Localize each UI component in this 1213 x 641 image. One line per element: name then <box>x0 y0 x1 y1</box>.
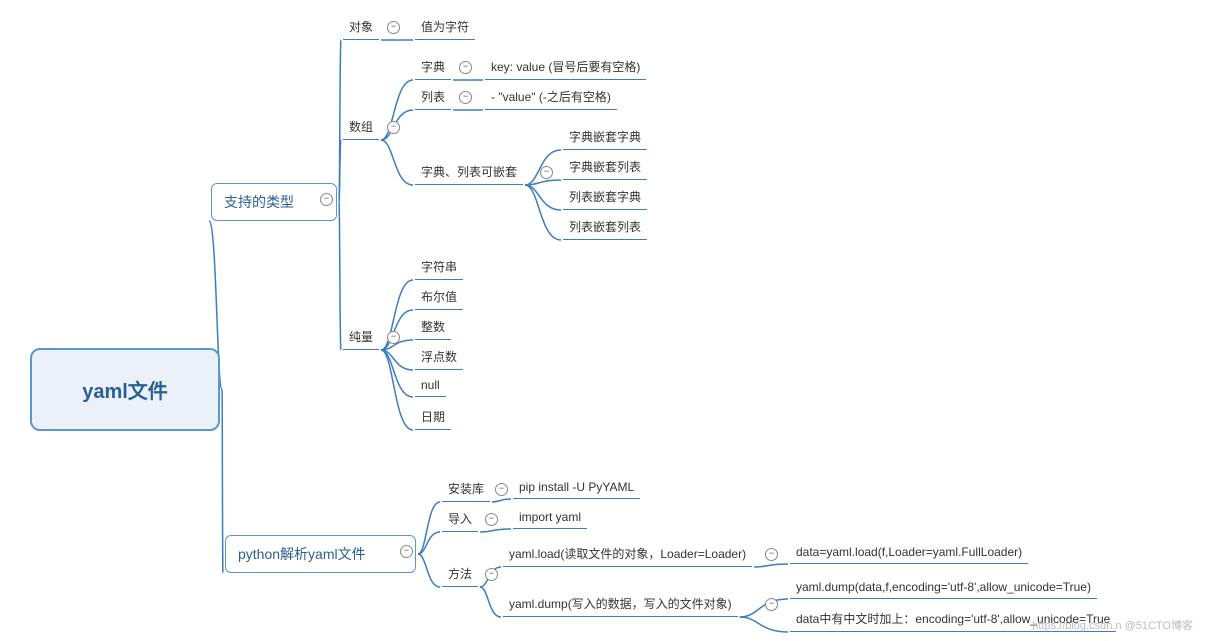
node-nest-ll: 列表嵌套列表 <box>563 216 647 240</box>
collapse-toggle-icon[interactable]: − <box>765 548 778 561</box>
collapse-toggle-icon[interactable]: − <box>495 483 508 496</box>
collapse-toggle-icon[interactable]: − <box>540 166 553 179</box>
node-python-parse[interactable]: python解析yaml文件 <box>225 535 416 573</box>
collapse-toggle-icon[interactable]: − <box>485 513 498 526</box>
node-yaml-dump[interactable]: yaml.dump(写入的数据，写入的文件对象) <box>503 593 738 617</box>
collapse-toggle-icon[interactable]: − <box>765 598 778 611</box>
collapse-toggle-icon[interactable]: − <box>400 545 413 558</box>
node-object[interactable]: 对象 <box>343 16 379 40</box>
root-node[interactable]: yaml文件 <box>30 348 220 431</box>
node-dict[interactable]: 字典 <box>415 56 451 80</box>
collapse-toggle-icon[interactable]: − <box>459 61 472 74</box>
node-nest-ld: 列表嵌套字典 <box>563 186 647 210</box>
node-install[interactable]: 安装库 <box>442 478 490 502</box>
node-scalar-null: null <box>415 376 446 397</box>
node-import-stmt: import yaml <box>513 508 587 529</box>
watermark-text: https://blog.csdn.n @51CTO博客 <box>1032 617 1193 633</box>
node-methods[interactable]: 方法 <box>442 563 478 587</box>
node-nesting[interactable]: 字典、列表可嵌套 <box>415 161 523 185</box>
node-yaml-load[interactable]: yaml.load(读取文件的对象，Loader=Loader) <box>503 543 752 567</box>
node-scalar-date: 日期 <box>415 406 451 430</box>
collapse-toggle-icon[interactable]: − <box>459 91 472 104</box>
node-import[interactable]: 导入 <box>442 508 478 532</box>
node-install-cmd: pip install -U PyYAML <box>513 478 640 499</box>
node-array[interactable]: 数组 <box>343 116 379 140</box>
node-list-value: - "value" (-之后有空格) <box>485 86 617 110</box>
node-yaml-load-example: data=yaml.load(f,Loader=yaml.FullLoader) <box>790 543 1028 564</box>
collapse-toggle-icon[interactable]: − <box>320 193 333 206</box>
collapse-toggle-icon[interactable]: − <box>485 568 498 581</box>
node-dict-value: key: value (冒号后要有空格) <box>485 56 646 80</box>
node-scalar[interactable]: 纯量 <box>343 326 379 350</box>
node-scalar-bool: 布尔值 <box>415 286 463 310</box>
node-supported-types[interactable]: 支持的类型 <box>211 183 337 221</box>
node-scalar-int: 整数 <box>415 316 451 340</box>
node-nest-dl: 字典嵌套列表 <box>563 156 647 180</box>
node-list[interactable]: 列表 <box>415 86 451 110</box>
node-object-value: 值为字符 <box>415 16 475 40</box>
node-scalar-float: 浮点数 <box>415 346 463 370</box>
collapse-toggle-icon[interactable]: − <box>387 331 400 344</box>
node-nest-dd: 字典嵌套字典 <box>563 126 647 150</box>
node-scalar-string: 字符串 <box>415 256 463 280</box>
node-yaml-dump-example: yaml.dump(data,f,encoding='utf-8',allow_… <box>790 578 1097 599</box>
collapse-toggle-icon[interactable]: − <box>387 121 400 134</box>
collapse-toggle-icon[interactable]: − <box>387 21 400 34</box>
